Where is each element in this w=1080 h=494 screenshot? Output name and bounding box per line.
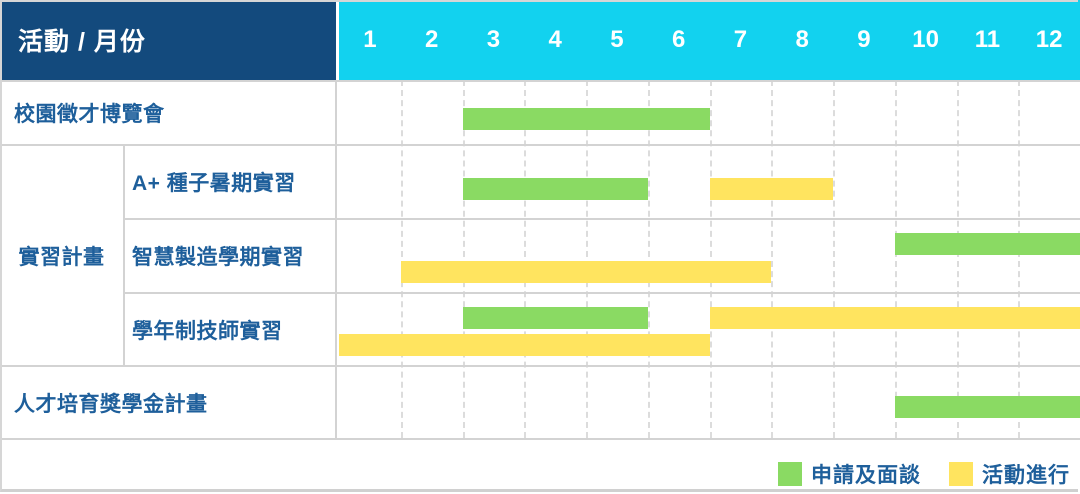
row-divider — [0, 80, 1080, 82]
row-divider — [123, 218, 1080, 220]
gantt-bar-apply — [462, 178, 648, 200]
row-label-campus-fair: 校園徵才博覽會 — [14, 103, 165, 126]
label-column-divider — [335, 80, 337, 438]
month-header-cell: 12 — [1035, 26, 1063, 53]
group-column-divider — [123, 146, 125, 365]
month-header-cell: 8 — [795, 26, 809, 53]
month-gridline — [524, 80, 527, 438]
month-header-cell: 11 — [974, 26, 1001, 53]
month-header-cell: 2 — [424, 26, 439, 53]
month-header-cell: 5 — [610, 26, 624, 53]
month-gridline — [647, 80, 650, 438]
gantt-bar-apply — [462, 108, 710, 130]
gantt-bar-active — [339, 334, 710, 356]
legend-swatch-yellow — [949, 462, 973, 486]
gantt-bar-active — [709, 307, 1080, 329]
gantt-bar-apply — [894, 233, 1080, 255]
month-gridline — [771, 80, 774, 438]
row-divider — [0, 365, 1080, 367]
legend-label-active: 活動進行 — [982, 464, 1070, 487]
month-header-cell: 3 — [486, 26, 501, 53]
month-header-cell: 9 — [857, 26, 871, 53]
row-divider — [0, 438, 1080, 440]
gantt-bar-apply — [462, 307, 648, 329]
legend-item-active: 活動進行 — [949, 459, 1070, 489]
month-header-cell: 1 — [363, 26, 377, 53]
month-header-cell: 6 — [671, 26, 686, 53]
month-gridline — [894, 80, 897, 438]
row-label-yearlong-internship: 學年制技師實習 — [132, 319, 283, 343]
month-gridline — [586, 80, 588, 438]
month-header-cell: 4 — [548, 26, 562, 53]
row-label-scholarship: 人才培育獎學金計畫 — [14, 392, 208, 416]
month-header-cell: 7 — [733, 26, 748, 53]
row-label-summer-internship: A+ 種子暑期實習 — [132, 172, 296, 195]
legend: 申請及面談 活動進行 — [778, 461, 1070, 487]
chart-corner-title: 活動 / 月份 — [0, 0, 336, 80]
row-group-label-internship: 實習計畫 — [18, 245, 105, 269]
legend-item-apply: 申請及面談 — [778, 459, 921, 489]
month-header-cell: 10 — [912, 26, 939, 53]
legend-swatch-green — [778, 462, 802, 486]
chart-plot-area — [339, 80, 1080, 438]
row-divider — [0, 144, 1080, 146]
legend-label-apply: 申請及面談 — [811, 464, 921, 487]
month-gridline — [709, 80, 712, 438]
row-divider — [123, 292, 1080, 294]
month-gridline — [833, 80, 835, 438]
month-gridline — [1018, 80, 1021, 438]
month-header-row: 1 2 3 4 5 6 7 8 9 10 11 12 — [339, 0, 1080, 80]
gantt-bar-active — [709, 178, 833, 200]
month-gridline — [400, 80, 403, 438]
gantt-bar-active — [400, 261, 772, 283]
month-gridline — [462, 80, 465, 438]
row-label-semester-internship: 智慧製造學期實習 — [132, 246, 304, 269]
gantt-bar-apply — [894, 396, 1080, 418]
month-gridline — [956, 80, 959, 438]
